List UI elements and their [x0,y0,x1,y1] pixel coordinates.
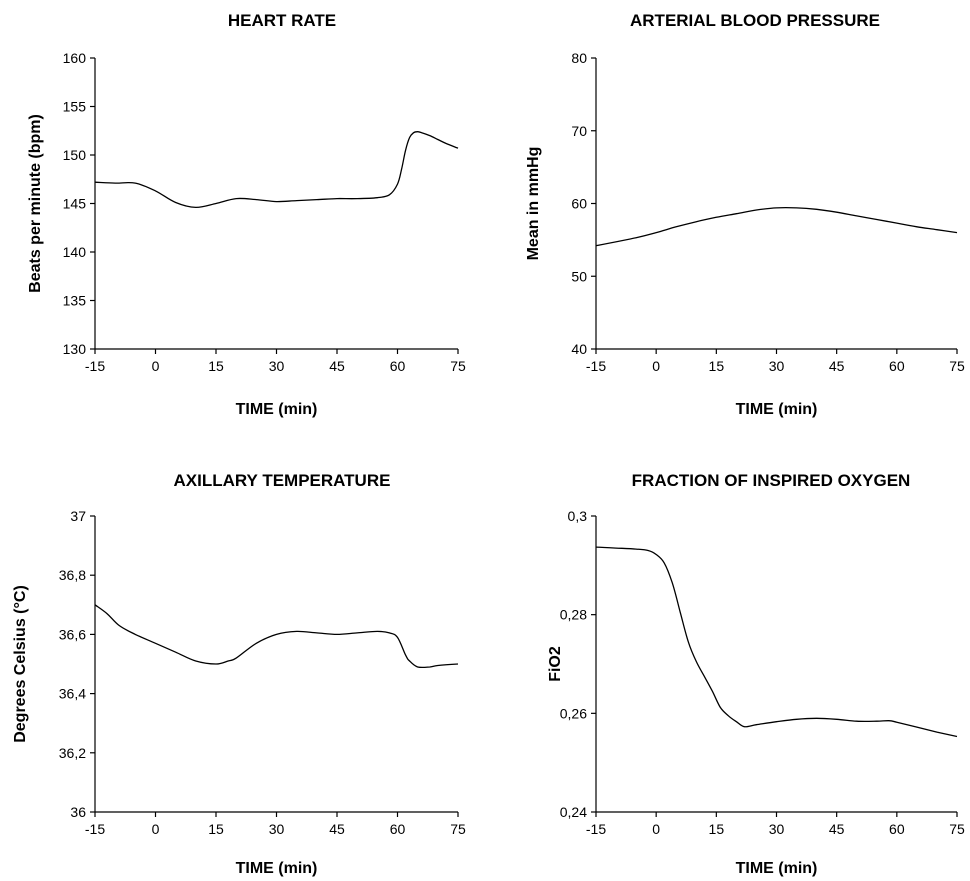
x-tick-label: 0 [152,358,160,374]
x-tick-label: 75 [949,358,965,374]
x-axis-label: TIME (min) [736,860,818,877]
series-line-1 [94,604,459,669]
chart-title: FRACTION OF INSPIRED OXYGEN [632,471,911,490]
x-tick-label: 0 [152,821,160,837]
chart-panel-2: ARTERIAL BLOOD PRESSURE 40 50 60 70 80 -15 0 15 3… [525,11,965,418]
y-tick-label: 80 [571,50,587,66]
series-line-1 [595,546,958,738]
y-tick-label: 60 [571,196,587,212]
x-axis-label: TIME (min) [236,860,318,877]
x-tick-label: -15 [85,821,105,837]
series-line-1 [595,206,958,247]
y-tick-label: 36 [70,804,86,820]
x-tick-label: 75 [450,358,466,374]
x-tick-label: 0 [652,821,660,837]
y-tick-label: 0,24 [560,804,587,820]
x-tick-label: -15 [586,821,606,837]
x-tick-label: 45 [829,358,845,374]
y-axis-label: Mean in mmHg [525,147,542,261]
y-axis-label: Degrees Celsius (°C) [12,585,29,743]
x-tick-label: -15 [586,358,606,374]
y-tick-label: 36,6 [59,626,86,642]
x-tick-label: 15 [208,821,224,837]
chart-title: AXILLARY TEMPERATURE [174,471,391,490]
y-tick-label: 150 [63,147,87,163]
y-tick-label: 130 [63,341,87,357]
x-tick-label: -15 [85,358,105,374]
x-tick-label: 60 [889,358,905,374]
chart-panel-1: HEART RATE 130 135 140 145 150 155 160 -15 0 15 30 4… [27,11,466,418]
y-tick-label: 140 [63,244,87,260]
x-tick-label: 75 [450,821,466,837]
x-tick-label: 60 [889,821,905,837]
chart-panel-4: FRACTION OF INSPIRED OXYGEN 0,24 0,26 0,28 0… [547,471,965,877]
x-tick-label: 30 [269,821,285,837]
x-tick-label: 30 [769,821,785,837]
chart-title: ARTERIAL BLOOD PRESSURE [630,11,880,30]
y-tick-label: 0,26 [560,705,587,721]
x-tick-label: 30 [269,358,285,374]
x-tick-label: 0 [652,358,660,374]
y-tick-label: 135 [63,293,87,309]
x-tick-label: 30 [769,358,785,374]
x-tick-label: 15 [208,358,224,374]
y-tick-label: 0,3 [568,508,588,524]
x-axis-label: TIME (min) [236,401,318,418]
y-tick-label: 36,4 [59,686,86,702]
y-axis-label: FiO2 [547,646,564,682]
y-tick-label: 160 [63,50,87,66]
chart-title: HEART RATE [228,11,336,30]
series-line-1 [94,131,459,209]
x-axis-label: TIME (min) [736,401,818,418]
y-tick-label: 50 [571,268,587,284]
y-tick-label: 0,28 [560,607,587,623]
y-tick-label: 155 [63,99,87,115]
x-tick-label: 45 [329,821,345,837]
x-tick-label: 75 [949,821,965,837]
y-tick-label: 145 [63,196,87,212]
y-axis-label: Beats per minute (bpm) [27,114,44,293]
x-tick-label: 15 [709,358,725,374]
x-tick-label: 15 [709,821,725,837]
y-tick-label: 70 [571,123,587,139]
x-tick-label: 60 [390,358,406,374]
x-tick-label: 60 [390,821,406,837]
y-tick-label: 36,2 [59,745,86,761]
chart-panel-3: AXILLARY TEMPERATURE 36 36,2 36,4 36,6 36,8 37… [12,471,466,877]
y-tick-label: 36,8 [59,567,86,583]
y-tick-label: 37 [70,508,86,524]
y-tick-label: 40 [571,341,587,357]
x-tick-label: 45 [829,821,845,837]
x-tick-label: 45 [329,358,345,374]
